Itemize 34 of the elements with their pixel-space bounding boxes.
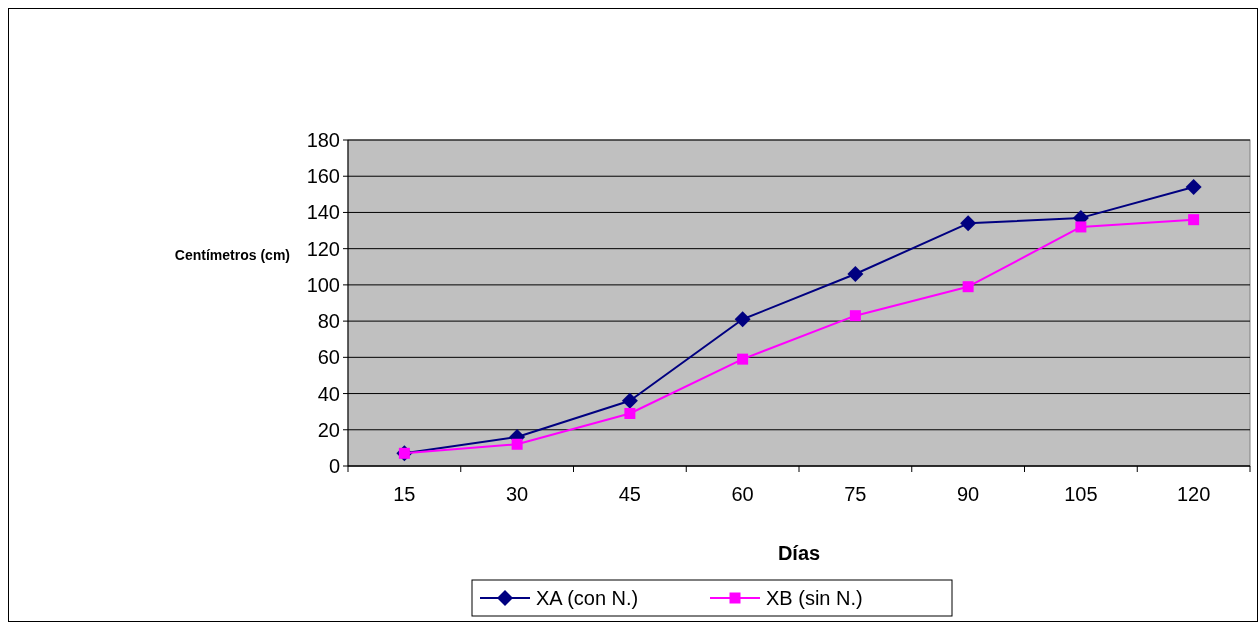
x-axis-title: Días <box>777 542 821 564</box>
x-tick-label: 15 <box>393 483 416 505</box>
point <box>1075 221 1087 233</box>
point <box>849 310 861 322</box>
legend-label: XA (con N.) <box>536 587 639 609</box>
y-tick-label: 100 <box>306 273 340 296</box>
point <box>1185 179 1202 196</box>
y-tick-label: 180 <box>306 129 340 151</box>
y-tick-label: 120 <box>306 237 340 260</box>
point <box>847 266 864 283</box>
point <box>624 407 636 419</box>
point <box>511 438 523 450</box>
y-axis-title: Centímetros (cm) <box>174 246 290 263</box>
point <box>621 392 638 409</box>
y-tick-label: 40 <box>317 382 340 405</box>
point <box>737 353 749 365</box>
y-tick-label: 140 <box>306 201 340 224</box>
point <box>734 311 751 328</box>
y-tick-label: 80 <box>317 310 340 333</box>
y-tick-label: 0 <box>328 455 340 477</box>
y-tick-label: 160 <box>306 165 340 188</box>
x-tick-label: 120 <box>1176 483 1211 505</box>
y-tick-label: 60 <box>317 346 340 369</box>
x-tick-label: 105 <box>1064 483 1098 505</box>
x-tick-label: 60 <box>731 483 754 505</box>
x-tick-label: 45 <box>618 483 641 505</box>
point <box>1188 214 1200 226</box>
x-tick-label: 90 <box>957 483 980 505</box>
point <box>962 281 974 293</box>
x-tick-label: 75 <box>844 483 867 505</box>
legend-label: XB (sin N.) <box>766 587 863 609</box>
y-tick-label: 20 <box>317 418 340 441</box>
x-tick-label: 30 <box>506 483 529 505</box>
point <box>960 215 977 232</box>
